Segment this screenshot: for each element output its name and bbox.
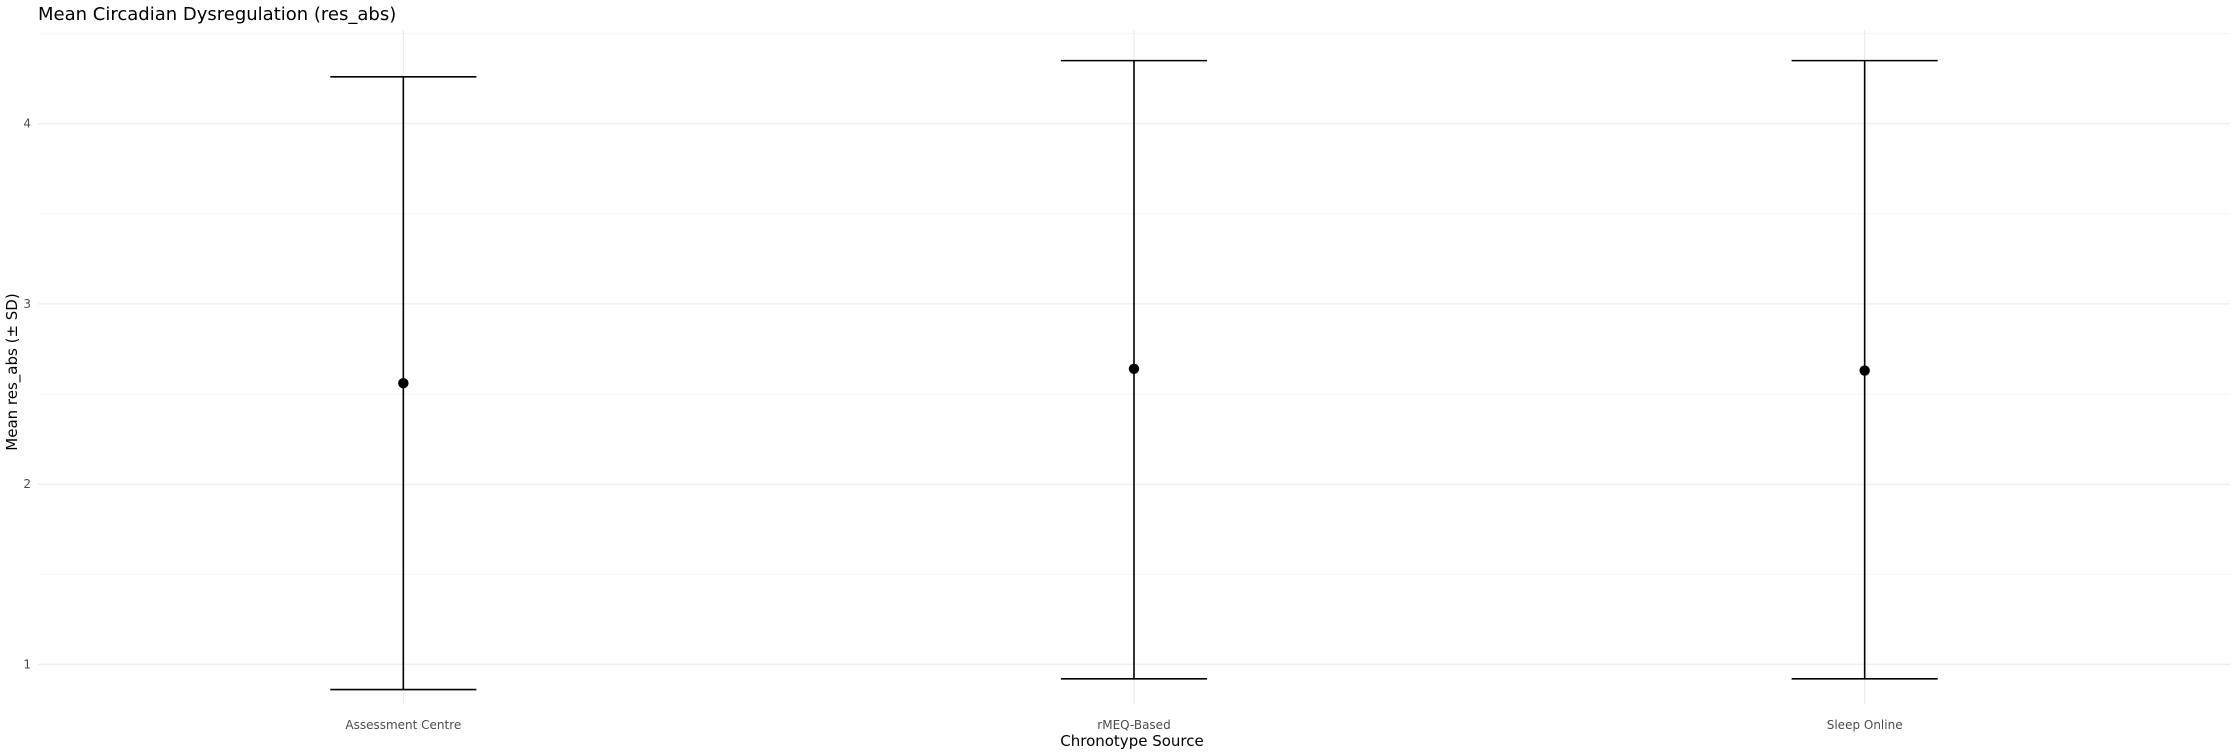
x-axis-tick-labels: Assessment Centre rMEQ-Based Sleep Online xyxy=(345,718,1902,732)
y-tick-label: 3 xyxy=(23,297,31,311)
y-axis-tick-labels: 1 2 3 4 xyxy=(23,117,31,672)
y-tick-label: 2 xyxy=(23,477,31,491)
x-axis-title: Chronotype Source xyxy=(1060,732,1203,750)
mean-point xyxy=(1859,365,1870,376)
y-tick-label: 4 xyxy=(23,117,31,131)
mean-points xyxy=(398,363,1870,389)
y-axis-title: Mean res_abs (± SD) xyxy=(3,293,22,450)
x-tick-label: Assessment Centre xyxy=(345,718,461,732)
mean-point xyxy=(398,378,409,389)
error-bars xyxy=(330,59,1938,691)
mean-point xyxy=(1128,363,1140,375)
x-tick-label: Sleep Online xyxy=(1827,718,1903,732)
chart-title: Mean Circadian Dysregulation (res_abs) xyxy=(38,4,396,25)
y-tick-label: 1 xyxy=(23,657,31,671)
x-tick-label: rMEQ-Based xyxy=(1097,718,1170,732)
